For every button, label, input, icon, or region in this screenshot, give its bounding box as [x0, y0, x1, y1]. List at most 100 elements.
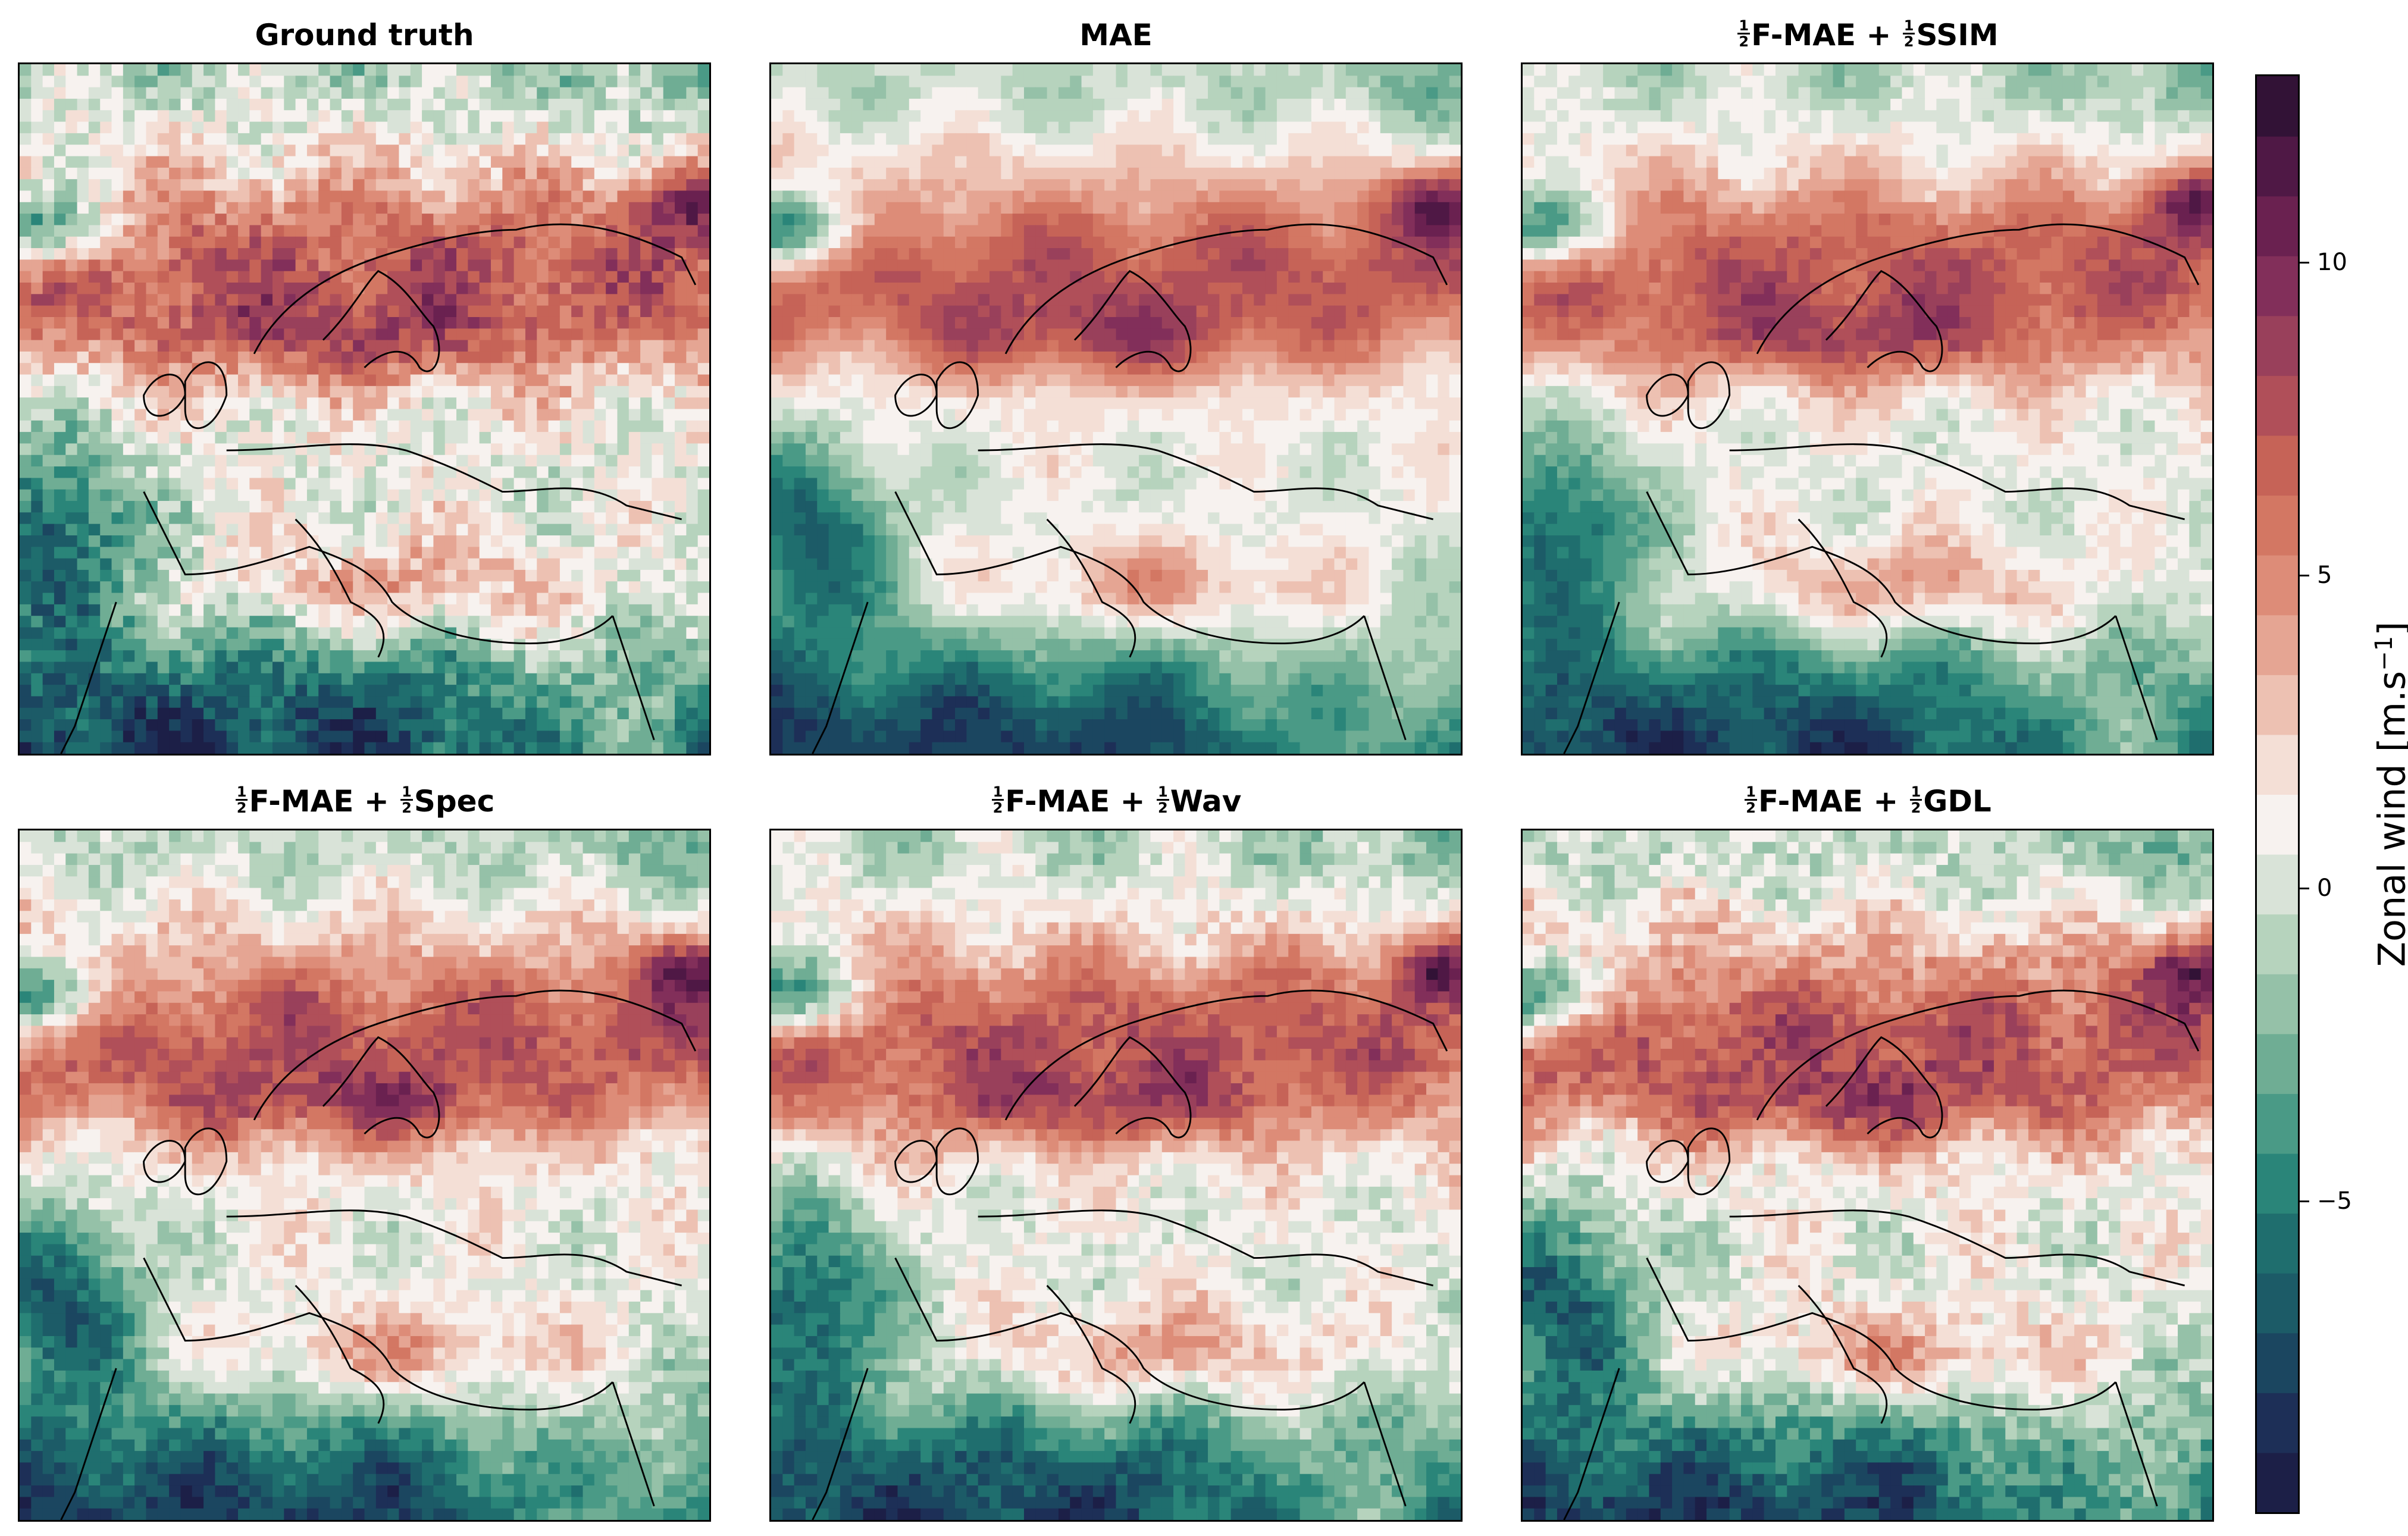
field-cell — [886, 283, 898, 294]
field-cell — [697, 305, 709, 318]
field-cell — [375, 64, 388, 76]
field-cell — [261, 363, 273, 375]
field-cell — [203, 466, 215, 478]
field-cell — [606, 673, 618, 685]
field-cell — [192, 454, 204, 467]
field-cell — [559, 133, 572, 145]
field-cell — [479, 432, 491, 444]
field-cell — [31, 443, 43, 456]
field-cell — [375, 489, 388, 501]
field-cell — [663, 420, 675, 432]
field-cell — [606, 271, 618, 283]
field-cell — [65, 316, 78, 329]
field-cell — [306, 569, 319, 582]
field-cell — [537, 225, 549, 237]
field-cell — [433, 98, 446, 111]
field-cell — [663, 340, 675, 352]
field-cell — [805, 316, 818, 329]
field-cell — [1357, 76, 1370, 88]
field-cell — [1058, 76, 1070, 88]
field-cell — [77, 156, 89, 168]
field-cell — [330, 316, 342, 329]
field-cell — [571, 593, 584, 605]
field-cell — [559, 673, 572, 685]
field-cell — [502, 87, 515, 99]
field-cell — [1299, 179, 1312, 192]
field-cell — [782, 294, 795, 306]
field-cell — [123, 328, 135, 341]
field-cell — [966, 87, 979, 99]
field-cell — [978, 283, 990, 294]
field-cell — [817, 316, 829, 329]
field-cell — [628, 121, 641, 134]
field-cell — [468, 685, 480, 697]
field-cell — [1035, 133, 1048, 145]
field-cell — [375, 466, 388, 478]
field-cell — [1081, 133, 1094, 145]
field-cell — [306, 316, 319, 329]
field-cell — [909, 305, 921, 318]
field-cell — [157, 547, 170, 559]
field-cell — [399, 638, 411, 651]
field-cell — [874, 248, 887, 260]
field-cell — [606, 501, 618, 513]
field-cell — [364, 397, 377, 410]
field-cell — [330, 731, 342, 743]
field-cell — [134, 569, 147, 582]
field-cell — [897, 248, 910, 260]
field-cell — [399, 202, 411, 214]
field-cell — [180, 443, 193, 456]
field-cell — [410, 316, 422, 329]
field-cell — [146, 731, 158, 743]
field-cell — [640, 98, 652, 111]
field-cell — [1139, 190, 1151, 203]
field-cell — [583, 489, 595, 501]
field-cell — [77, 64, 89, 76]
field-cell — [978, 167, 990, 180]
field-cell — [1449, 110, 1461, 123]
field-cell — [559, 214, 572, 226]
field-cell — [1323, 121, 1335, 134]
field-cell — [295, 662, 308, 674]
field-cell — [77, 110, 89, 123]
field-cell — [548, 707, 560, 720]
field-cell — [42, 305, 55, 318]
field-cell — [479, 558, 491, 570]
field-cell — [123, 581, 135, 594]
field-cell — [1150, 179, 1163, 192]
field-cell — [794, 225, 806, 237]
field-cell — [31, 581, 43, 594]
field-cell — [1058, 294, 1070, 306]
field-cell — [1023, 214, 1036, 226]
field-cell — [272, 685, 284, 697]
field-cell — [537, 259, 549, 272]
field-cell — [1219, 225, 1232, 237]
field-cell — [272, 202, 284, 214]
field-cell — [686, 156, 699, 168]
field-cell — [1426, 76, 1438, 88]
field-cell — [20, 328, 32, 341]
field-cell — [1150, 214, 1163, 226]
field-cell — [1196, 248, 1208, 260]
panel-title-text: F-MAE + — [1005, 784, 1156, 819]
field-cell — [456, 271, 468, 283]
field-cell — [100, 156, 112, 168]
field-cell — [364, 696, 377, 709]
field-cell — [1127, 87, 1139, 99]
field-cell — [146, 225, 158, 237]
field-cell — [31, 454, 43, 467]
field-cell — [686, 638, 699, 651]
field-cell — [306, 662, 319, 674]
field-cell — [238, 64, 250, 76]
field-cell — [111, 167, 124, 180]
field-cell — [318, 305, 331, 318]
field-cell — [123, 535, 135, 547]
field-cell — [863, 248, 875, 260]
field-cell — [123, 420, 135, 432]
field-cell — [399, 87, 411, 99]
field-cell — [456, 179, 468, 192]
field-cell — [583, 248, 595, 260]
field-cell — [203, 478, 215, 490]
field-cell — [771, 259, 783, 272]
field-cell — [1173, 271, 1185, 283]
